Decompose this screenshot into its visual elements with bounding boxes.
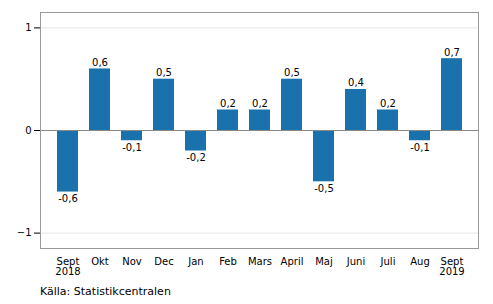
svg-text:0,4: 0,4 bbox=[348, 77, 364, 88]
svg-text:0,5: 0,5 bbox=[284, 67, 300, 78]
svg-text:0,5: 0,5 bbox=[156, 67, 172, 78]
svg-text:Okt: Okt bbox=[91, 256, 109, 267]
svg-text:Juni: Juni bbox=[346, 256, 365, 267]
svg-text:Dec: Dec bbox=[154, 256, 173, 267]
svg-text:Maj: Maj bbox=[315, 256, 333, 267]
svg-text:0,2: 0,2 bbox=[220, 98, 236, 109]
svg-text:0: 0 bbox=[25, 125, 31, 136]
svg-text:Juli: Juli bbox=[380, 256, 396, 267]
svg-text:1: 1 bbox=[25, 22, 31, 33]
svg-text:0,2: 0,2 bbox=[380, 98, 396, 109]
svg-text:-0,6: -0,6 bbox=[58, 193, 78, 204]
svg-text:Sept2019: Sept2019 bbox=[439, 256, 464, 277]
svg-text:Jan: Jan bbox=[187, 256, 203, 267]
svg-text:-0,2: -0,2 bbox=[186, 152, 206, 163]
svg-text:Mars: Mars bbox=[248, 256, 272, 267]
svg-text:-0,5: -0,5 bbox=[314, 183, 334, 194]
svg-text:−1: −1 bbox=[17, 227, 32, 238]
svg-text:April: April bbox=[281, 256, 304, 267]
html-text:Källa: Statistikcentralen: Källa: Statistikcentralen bbox=[40, 285, 171, 298]
svg-text:Sept2018: Sept2018 bbox=[55, 256, 80, 277]
svg-text:-0,1: -0,1 bbox=[410, 142, 430, 153]
svg-text:Aug: Aug bbox=[410, 256, 430, 267]
svg-text:0,6: 0,6 bbox=[92, 57, 108, 68]
svg-text:0,2: 0,2 bbox=[252, 98, 268, 109]
svg-text:Feb: Feb bbox=[219, 256, 237, 267]
svg-text:Nov: Nov bbox=[122, 256, 142, 267]
svg-text:-0,1: -0,1 bbox=[122, 142, 142, 153]
svg-text:0,7: 0,7 bbox=[444, 47, 460, 58]
